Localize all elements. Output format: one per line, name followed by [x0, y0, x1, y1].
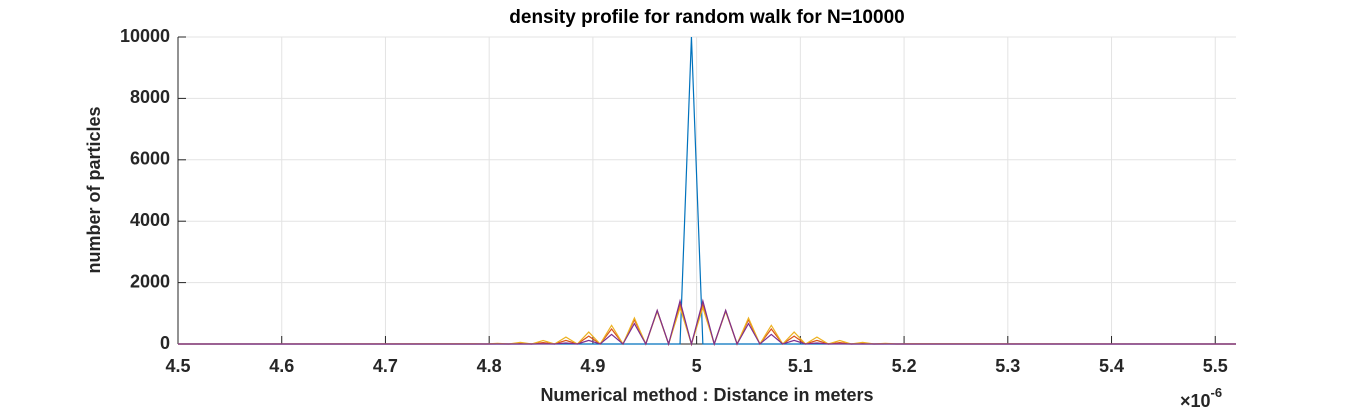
data-line — [178, 298, 1236, 347]
x-tick-label: 4.5 — [165, 356, 190, 376]
multiplier-base: ×10 — [1180, 391, 1211, 411]
x-tick-label: 5.1 — [788, 356, 813, 376]
x-tick-label: 4.7 — [373, 356, 398, 376]
x-tick-label: 5.5 — [1203, 356, 1228, 376]
x-multiplier: ×10-6 — [1180, 385, 1222, 410]
y-tick-label: 6000 — [130, 149, 170, 169]
multiplier-exponent: -6 — [1211, 385, 1223, 400]
x-tick-label: 4.6 — [269, 356, 294, 376]
x-tick-label: 5.2 — [892, 356, 917, 376]
y-tick-label: 8000 — [130, 87, 170, 107]
x-tick-label: 5.4 — [1099, 356, 1124, 376]
x-tick-label: 5 — [692, 356, 702, 376]
chart-title: density profile for random walk for N=10… — [509, 7, 904, 28]
y-tick-label: 10000 — [120, 26, 170, 46]
x-tick-label: 5.3 — [995, 356, 1020, 376]
x-tick-label: 4.9 — [580, 356, 605, 376]
y-axis-label: number of particles — [84, 106, 104, 273]
y-tick-label: 2000 — [130, 271, 170, 291]
y-tick-label: 0 — [160, 333, 170, 353]
y-tick-label: 4000 — [130, 210, 170, 230]
x-axis-label: Numerical method : Distance in meters — [540, 385, 873, 405]
x-tick-label: 4.8 — [477, 356, 502, 376]
